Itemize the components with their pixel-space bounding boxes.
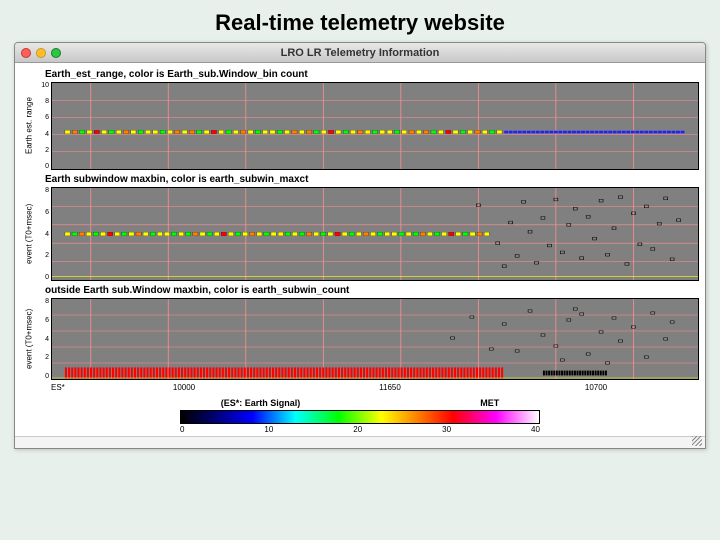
window-titlebar: LRO LR Telemetry Information xyxy=(15,43,705,63)
plot-area[interactable] xyxy=(51,187,699,281)
x-axis: ES*100001165010700 xyxy=(21,382,699,392)
y-axis-label: event (T0+msec) xyxy=(21,298,37,380)
telemetry-window: LRO LR Telemetry Information Earth_est_r… xyxy=(14,42,706,449)
colorbar-ticks: 010203040 xyxy=(180,425,540,434)
slide-title: Real-time telemetry website xyxy=(0,0,720,42)
colorbar-gradient xyxy=(180,410,540,424)
chart-2: outside Earth sub.Window maxbin, color i… xyxy=(21,283,699,380)
plot-area[interactable] xyxy=(51,82,699,170)
y-ticks: 1086420 xyxy=(37,82,51,170)
y-ticks: 86420 xyxy=(37,298,51,380)
chart-title: outside Earth sub.Window maxbin, color i… xyxy=(21,283,699,298)
chart-0: Earth_est_range, color is Earth_sub.Wind… xyxy=(21,67,699,170)
plot-area[interactable] xyxy=(51,298,699,380)
colorbar: (ES*: Earth Signal) MET 010203040 xyxy=(21,398,699,434)
window-title: LRO LR Telemetry Information xyxy=(15,47,705,59)
y-axis-label: event (T0+msec) xyxy=(21,187,37,281)
chart-area: Earth_est_range, color is Earth_sub.Wind… xyxy=(15,63,705,436)
chart-title: Earth_est_range, color is Earth_sub.Wind… xyxy=(21,67,699,82)
resize-grip[interactable] xyxy=(15,436,705,448)
y-axis-label: Earth est. range xyxy=(21,82,37,170)
colorbar-left-label: (ES*: Earth Signal) xyxy=(221,398,301,408)
y-ticks: 86420 xyxy=(37,187,51,281)
chart-1: Earth subwindow maxbin, color is earth_s… xyxy=(21,172,699,281)
chart-title: Earth subwindow maxbin, color is earth_s… xyxy=(21,172,699,187)
colorbar-right-label: MET xyxy=(480,398,499,408)
